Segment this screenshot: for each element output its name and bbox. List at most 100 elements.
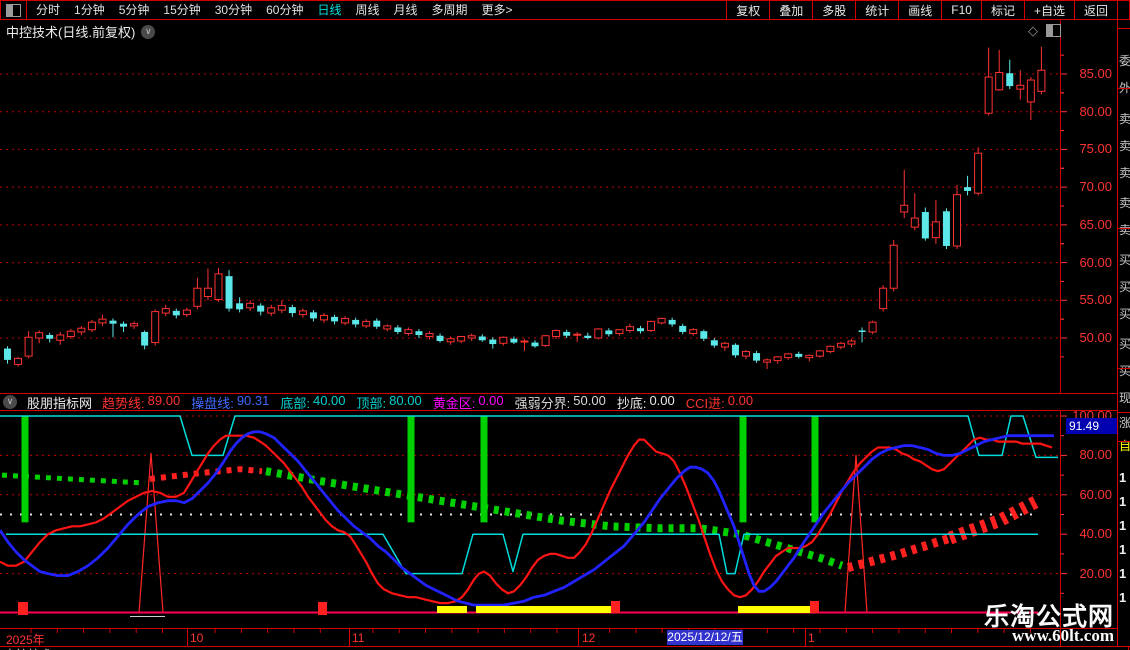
toolbar-button-6[interactable]: 标记 bbox=[980, 1, 1024, 19]
toolbar-button-1[interactable]: 叠加 bbox=[769, 1, 812, 19]
toolbar-button-0[interactable]: 复权 bbox=[726, 1, 769, 19]
sidebar-divider bbox=[1118, 28, 1130, 29]
indicator-field-label: 强弱分界: bbox=[514, 395, 571, 411]
indicator-field-5: 强弱分界: 50.00 bbox=[515, 394, 606, 410]
menu-item-8[interactable]: 月线 bbox=[393, 2, 418, 17]
price-axis-label: 70.00 bbox=[1079, 179, 1112, 195]
indicator-field-7: CCI进: 0.00 bbox=[686, 394, 753, 410]
top-toolbar: 分时 1分钟 5分钟 15分钟 30分钟 60分钟 日线 周线 月线 多周期 更多> 复权 叠加 多股统… bbox=[0, 0, 1130, 20]
indicator-field-value: 0.00 bbox=[649, 394, 675, 408]
indicator-field-2: 底部: 40.00 bbox=[280, 394, 345, 410]
sidebar-fragment: 买 bbox=[1119, 253, 1130, 267]
indicator-field-1: 操盘线: 90.31 bbox=[191, 394, 269, 410]
indicator-field-3: 顶部: 80.00 bbox=[357, 394, 422, 410]
toolbar-button-3[interactable]: 统计 bbox=[855, 1, 898, 19]
menu-item-10[interactable]: 更多> bbox=[481, 2, 513, 17]
sidebar-fragment: 委 bbox=[1119, 54, 1130, 68]
indicator-axis-label: 60.00 bbox=[1079, 486, 1112, 502]
toolbar-button-2[interactable]: 多股 bbox=[812, 1, 855, 19]
indicator-current-value-box: 91.49 bbox=[1066, 418, 1119, 434]
diamond-icon[interactable]: ◇ bbox=[1028, 23, 1038, 38]
sidebar-fragment: 买 bbox=[1119, 280, 1130, 294]
indicator-field-value: 50.00 bbox=[573, 394, 606, 408]
page-title: 中控技术(日线.前复权) bbox=[6, 25, 136, 40]
price-axis-label: 55.00 bbox=[1079, 292, 1112, 308]
indicator-field-value: 89.00 bbox=[147, 394, 181, 408]
indicator-header: ∨ 股朋指标网 趋势线: 89.00 操盘线: 90.31 底部: 40.00 顶部: 80.… bbox=[0, 394, 1061, 410]
sidebar-fragment: 卖 bbox=[1119, 139, 1130, 153]
price-axis-label: 80.00 bbox=[1079, 103, 1112, 119]
indicator-field-4: 黄金区: 0.00 bbox=[433, 394, 504, 410]
toolbar-end-cell bbox=[1117, 1, 1129, 19]
date-highlight: 2025/12/12/五 bbox=[667, 630, 743, 645]
toolbar-button-4[interactable]: 画线 bbox=[898, 1, 941, 19]
indicator-field-value: 0.00 bbox=[478, 394, 504, 408]
indicator-fields: 趋势线: 89.00 操盘线: 90.31 底部: 40.00 顶部: 80.00 黄金区: 0.… bbox=[102, 394, 753, 410]
menu-item-9[interactable]: 多周期 bbox=[431, 2, 468, 17]
sidebar-fragment: 买 bbox=[1119, 307, 1130, 321]
menu-item-7[interactable]: 周线 bbox=[355, 2, 380, 17]
indicator-field-value: 0.00 bbox=[727, 394, 754, 408]
sidebar-divider bbox=[1118, 88, 1130, 89]
watermark-site-name: 乐淘公式网 bbox=[983, 603, 1114, 631]
indicator-field-value: 90.31 bbox=[236, 394, 270, 408]
date-axis-label: 12 bbox=[582, 631, 596, 645]
sidebar-fragment: 卖 bbox=[1119, 166, 1130, 180]
toolbar-button-5[interactable]: F10 bbox=[941, 1, 981, 19]
price-axis-label: 85.00 bbox=[1079, 66, 1112, 81]
sidebar-fragment: 现 bbox=[1119, 391, 1130, 405]
date-axis-label: 2025年 bbox=[6, 633, 45, 647]
chevron-down-circle-icon[interactable]: ∨ bbox=[3, 395, 17, 409]
sidebar-number-fragment: 1 bbox=[1119, 566, 1127, 581]
menu-item-3[interactable]: 15分钟 bbox=[163, 2, 201, 17]
date-axis-label: 11 bbox=[352, 631, 365, 645]
sidebar-fragment: 买 bbox=[1119, 364, 1130, 378]
indicator-field-value: 80.00 bbox=[389, 394, 422, 408]
toolbar-button-7[interactable]: +自选 bbox=[1023, 1, 1074, 19]
price-axis-label: 75.00 bbox=[1079, 141, 1112, 157]
menu-item-5[interactable]: 60分钟 bbox=[266, 2, 304, 17]
indicator-field-0: 趋势线: 89.00 bbox=[102, 394, 180, 410]
menu-item-0[interactable]: 分时 bbox=[36, 2, 61, 17]
menu-item-1[interactable]: 1分钟 bbox=[74, 2, 105, 17]
indicator-axis-label: 80.00 bbox=[1079, 447, 1112, 463]
sidebar-divider bbox=[1118, 441, 1130, 442]
indicator-field-label: CCI进: bbox=[685, 395, 725, 411]
status-bar-clipped: 中控技术 bbox=[4, 646, 204, 650]
sidebar-divider bbox=[1118, 368, 1130, 369]
date-axis-label: 10 bbox=[190, 631, 204, 645]
sidebar-fragment: 卖 bbox=[1119, 112, 1130, 126]
sidebar-number-fragment: 1 bbox=[1119, 590, 1127, 605]
watermark-site-url: www.60lt.com bbox=[1012, 626, 1114, 645]
price-axis-label: 60.00 bbox=[1079, 254, 1112, 270]
chevron-down-circle-icon[interactable]: ∨ bbox=[141, 24, 156, 39]
sidebar-fragment: 卖 bbox=[1119, 196, 1130, 210]
date-axis-label: 1 bbox=[808, 631, 815, 645]
period-menu: 分时 1分钟 5分钟 15分钟 30分钟 60分钟 日线 周线 月线 多周期 更多> bbox=[36, 2, 513, 19]
sidebar-fragment: 卖 bbox=[1119, 223, 1130, 237]
split-window-icon[interactable] bbox=[6, 3, 21, 17]
menu-item-4[interactable]: 30分钟 bbox=[214, 2, 253, 17]
split-window-icon[interactable] bbox=[1046, 24, 1061, 37]
sidebar-divider bbox=[1118, 228, 1130, 229]
indicator-field-value: 40.00 bbox=[312, 394, 346, 408]
indicator-field-label: 趋势线: bbox=[102, 395, 145, 411]
toolbar-divider bbox=[26, 1, 27, 19]
indicator-source-label: 股朋指标网 bbox=[27, 395, 93, 411]
sidebar-fragment-highlight: 自 bbox=[1119, 439, 1130, 453]
indicator-field-label: 底部: bbox=[280, 395, 310, 411]
sidebar-fragment: 买 bbox=[1119, 337, 1130, 351]
indicator-axis-label: 40.00 bbox=[1079, 526, 1112, 542]
indicator-field-label: 抄底: bbox=[616, 395, 647, 411]
indicator-field-6: 抄底: 0.00 bbox=[617, 394, 675, 410]
indicator-axis-label: 20.00 bbox=[1079, 565, 1112, 581]
chart-corner-icons: ◇ bbox=[1028, 24, 1061, 37]
toolbar-button-8[interactable]: 返回 bbox=[1073, 1, 1117, 19]
menu-item-6[interactable]: 日线 bbox=[317, 2, 342, 17]
indicator-field-label: 黄金区: bbox=[432, 395, 476, 411]
menu-item-2[interactable]: 5分钟 bbox=[118, 2, 150, 17]
indicator-field-label: 操盘线: bbox=[191, 395, 234, 411]
title-bar: 中控技术(日线.前复权) ∨ bbox=[6, 22, 156, 41]
